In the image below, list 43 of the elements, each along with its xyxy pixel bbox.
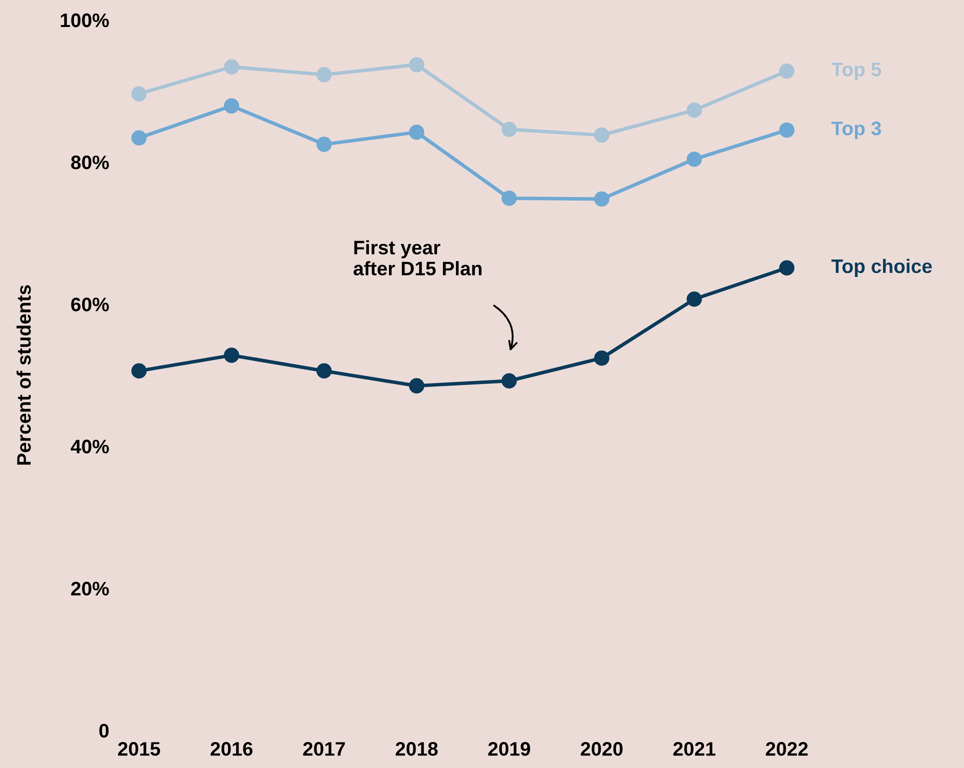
point bbox=[779, 63, 794, 79]
point bbox=[594, 127, 610, 143]
point bbox=[409, 57, 424, 72]
point bbox=[502, 122, 517, 138]
point bbox=[779, 122, 794, 138]
y-tick-label: 80% bbox=[71, 156, 109, 170]
point bbox=[316, 363, 332, 379]
annotation: First year after D15 Plan bbox=[354, 240, 482, 276]
point bbox=[224, 59, 240, 74]
point bbox=[686, 152, 702, 167]
x-tick-label: 2020 bbox=[580, 742, 623, 756]
y-axis-title: Percent of students bbox=[16, 285, 31, 465]
y-tick-label: 40% bbox=[70, 440, 109, 454]
point bbox=[131, 86, 147, 102]
point bbox=[316, 67, 332, 82]
series-label: Top choice bbox=[831, 258, 932, 277]
x-tick-label: 2021 bbox=[673, 742, 716, 756]
x-tick-label: 2018 bbox=[396, 742, 438, 756]
series-label: Top 5 bbox=[831, 62, 882, 80]
y-tick-label: 0 bbox=[99, 724, 109, 738]
point bbox=[224, 98, 240, 114]
point bbox=[686, 102, 702, 118]
point bbox=[316, 136, 332, 152]
x-tick-label: 2022 bbox=[766, 742, 808, 756]
point bbox=[502, 373, 517, 388]
x-tick-label: 2019 bbox=[488, 742, 530, 756]
point bbox=[409, 124, 424, 140]
point bbox=[594, 191, 610, 207]
point bbox=[409, 378, 424, 394]
x-tick-label: 2016 bbox=[210, 742, 252, 756]
point bbox=[779, 260, 794, 276]
point bbox=[224, 348, 240, 363]
point bbox=[594, 350, 610, 366]
series-label: Top 3 bbox=[831, 122, 881, 140]
y-tick-label: 20% bbox=[71, 582, 109, 596]
x-tick-label: 2017 bbox=[303, 742, 345, 756]
x-tick-label: 2015 bbox=[118, 742, 160, 756]
point bbox=[131, 130, 147, 146]
point bbox=[502, 190, 517, 206]
y-tick-label: 100% bbox=[60, 13, 109, 28]
point bbox=[131, 363, 147, 379]
point bbox=[686, 292, 702, 307]
y-tick-label: 60% bbox=[71, 298, 109, 312]
